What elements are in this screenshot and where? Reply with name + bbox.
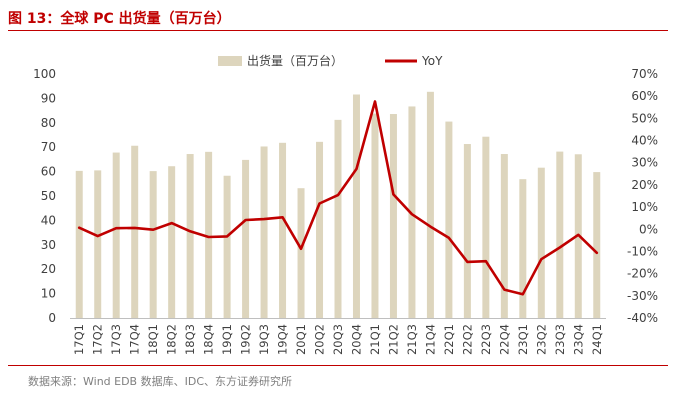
bar-22Q4: [500, 154, 508, 318]
legend-label-yoy: YoY: [421, 54, 443, 68]
y-tick-label: 70: [41, 140, 56, 154]
bar-19Q3: [260, 146, 268, 318]
y2-tick-label: 10%: [631, 200, 658, 214]
x-tick-label: 17Q1: [72, 324, 86, 355]
x-tick-label: 23Q4: [571, 324, 585, 355]
x-tick-label: 17Q3: [109, 324, 123, 355]
x-tick-label: 21Q3: [405, 324, 419, 355]
y2-tick-label: 20%: [631, 178, 658, 192]
bar-20Q1: [297, 188, 305, 318]
x-tick-label: 18Q2: [165, 324, 179, 355]
bar-22Q2: [463, 144, 471, 318]
x-tick-label: 22Q1: [442, 324, 456, 355]
figure-title: 图 13：全球 PC 出货量（百万台）: [8, 11, 231, 27]
x-tick-label: 18Q1: [146, 324, 160, 355]
bar-22Q3: [482, 136, 490, 318]
y2-tick-label: 70%: [631, 67, 658, 81]
y-tick-label: 30: [41, 238, 56, 252]
legend-swatch-shipments: [218, 56, 242, 66]
x-tick-label: 20Q1: [294, 324, 308, 355]
bar-23Q3: [556, 151, 564, 318]
legend: 出货量（百万台） YoY: [218, 53, 443, 68]
bar-21Q2: [389, 114, 397, 319]
x-tick-label: 21Q4: [423, 324, 437, 355]
bar-23Q2: [537, 167, 545, 318]
y-tick-label: 40: [41, 213, 56, 227]
y-tick-label: 0: [48, 311, 56, 325]
x-tick-label: 21Q1: [368, 324, 382, 355]
x-tick-label: 22Q4: [497, 324, 511, 355]
left-axis-ticks: 0 10 20 30 40 50 60 70 80 90 100: [33, 67, 56, 325]
yoy-line: [77, 100, 599, 296]
x-tick-label: 19Q3: [257, 324, 271, 355]
bar-18Q3: [186, 154, 194, 318]
y2-tick-label: 50%: [631, 111, 658, 125]
bar-19Q2: [242, 159, 250, 318]
y-tick-label: 10: [41, 287, 56, 301]
x-tick-label: 20Q2: [313, 324, 327, 355]
source-note: 数据来源：Wind EDB 数据库、IDC、东方证券研究所: [28, 375, 292, 388]
y2-tick-label: -30%: [627, 289, 658, 303]
bar-24Q1: [593, 172, 601, 318]
bar-18Q2: [168, 166, 176, 318]
y-tick-label: 90: [41, 91, 56, 105]
x-tick-label: 22Q2: [460, 324, 474, 355]
x-tick-label: 17Q4: [128, 324, 142, 355]
legend-label-shipments: 出货量（百万台）: [247, 53, 343, 68]
bar-20Q4: [352, 94, 360, 318]
y-tick-label: 20: [41, 262, 56, 276]
pc-shipments-chart: 0 10 20 30 40 50 60 70 80 90 100 -40% -30% -20% -10% 0…: [33, 53, 658, 355]
y-tick-label: 80: [41, 116, 56, 130]
y2-tick-label: -20%: [627, 267, 658, 281]
x-tick-label: 19Q1: [220, 324, 234, 355]
bar-18Q4: [205, 151, 213, 318]
y-tick-label: 60: [41, 165, 56, 179]
bar-19Q1: [223, 175, 231, 318]
x-tick-label: 21Q2: [386, 324, 400, 355]
x-tick-label: 17Q2: [91, 324, 105, 355]
bar-19Q4: [279, 142, 287, 318]
x-tick-label: 24Q1: [590, 324, 604, 355]
bar-23Q1: [519, 179, 527, 318]
y2-tick-label: 30%: [631, 156, 658, 170]
x-tick-label: 23Q1: [516, 324, 530, 355]
bar-17Q3: [112, 152, 120, 318]
bar-20Q3: [334, 119, 342, 318]
x-tick-label: 18Q4: [202, 324, 216, 355]
y2-tick-label: 60%: [631, 89, 658, 103]
y2-tick-label: -10%: [627, 244, 658, 258]
right-axis-ticks: -40% -30% -20% -10% 0% 10% 20% 30% 40% 50% 60% 70%: [627, 67, 658, 325]
bar-21Q1: [371, 113, 379, 318]
bar-20Q2: [316, 141, 324, 318]
bar-17Q2: [94, 170, 102, 318]
bar-series-shipments: [75, 91, 601, 319]
bar-21Q4: [426, 91, 434, 318]
x-tick-label: 20Q4: [349, 324, 363, 355]
y2-tick-label: 0%: [639, 222, 658, 236]
bar-17Q1: [75, 170, 83, 318]
bar-18Q1: [149, 171, 157, 318]
bar-22Q1: [445, 121, 453, 318]
bar-17Q4: [131, 145, 139, 318]
x-tick-label: 19Q4: [276, 324, 290, 355]
x-axis-ticks: 17Q1 17Q2 17Q3 17Q4 18Q1 18Q2 18Q3 18Q4 19Q1 19Q2…: [72, 324, 604, 355]
x-tick-label: 20Q3: [331, 324, 345, 355]
y2-tick-label: -40%: [627, 311, 658, 325]
x-tick-label: 23Q3: [553, 324, 567, 355]
y-tick-label: 100: [33, 67, 56, 81]
source-divider: [8, 365, 668, 366]
bar-21Q3: [408, 106, 416, 319]
y2-tick-label: 40%: [631, 134, 658, 148]
x-tick-label: 23Q2: [534, 324, 548, 355]
y-tick-label: 50: [41, 189, 56, 203]
x-tick-label: 22Q3: [479, 324, 493, 355]
x-tick-label: 19Q2: [239, 324, 253, 355]
x-tick-label: 18Q3: [183, 324, 197, 355]
line-series-yoy: [77, 100, 599, 296]
title-divider: [8, 30, 668, 31]
